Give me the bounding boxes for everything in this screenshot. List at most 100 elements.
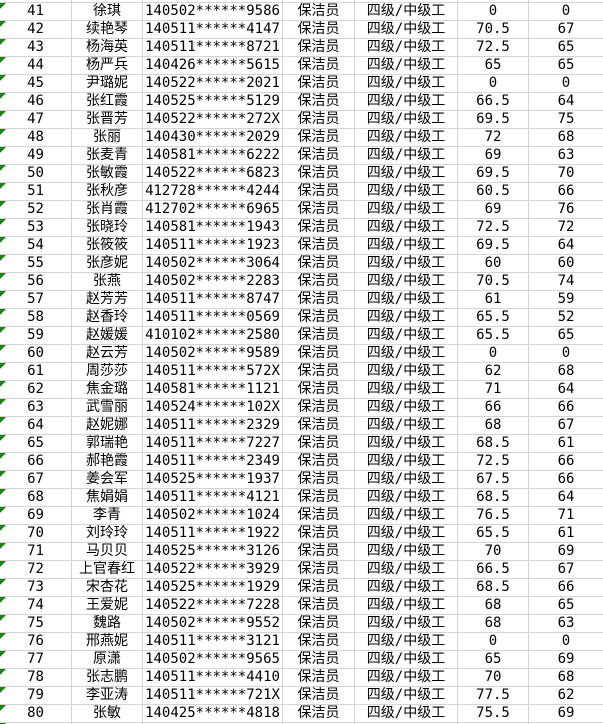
id-cell[interactable]: 412728******4244 [143,183,283,201]
score1-cell[interactable]: 70.5 [458,21,529,39]
job-cell[interactable]: 保洁员 [283,75,355,93]
seq-cell[interactable]: 68 [0,489,72,507]
seq-cell[interactable]: 54 [0,237,72,255]
seq-cell[interactable]: 51 [0,183,72,201]
job-cell[interactable]: 保洁员 [283,111,355,129]
score2-cell[interactable]: 74 [529,273,603,291]
name-cell[interactable]: 尹璐妮 [72,75,143,93]
score1-cell[interactable]: 0 [458,345,529,363]
score2-cell[interactable]: 63 [529,147,603,165]
id-cell[interactable]: 140426******5615 [143,57,283,75]
level-cell[interactable]: 四级/中级工 [355,705,458,723]
name-cell[interactable]: 张燕 [72,273,143,291]
seq-cell[interactable]: 53 [0,219,72,237]
score1-cell[interactable]: 65.5 [458,309,529,327]
id-cell[interactable]: 140425******4818 [143,705,283,723]
level-cell[interactable]: 四级/中级工 [355,291,458,309]
id-cell[interactable]: 140511******7227 [143,435,283,453]
job-cell[interactable]: 保洁员 [283,579,355,597]
name-cell[interactable]: 张丽 [72,129,143,147]
job-cell[interactable]: 保洁员 [283,93,355,111]
score2-cell[interactable]: 66 [529,399,603,417]
seq-cell[interactable]: 70 [0,525,72,543]
job-cell[interactable]: 保洁员 [283,507,355,525]
score2-cell[interactable]: 67 [529,561,603,579]
seq-cell[interactable]: 42 [0,21,72,39]
name-cell[interactable]: 刘玲玲 [72,525,143,543]
job-cell[interactable]: 保洁员 [283,561,355,579]
score2-cell[interactable]: 64 [529,93,603,111]
seq-cell[interactable]: 43 [0,39,72,57]
level-cell[interactable]: 四级/中级工 [355,561,458,579]
level-cell[interactable]: 四级/中级工 [355,615,458,633]
level-cell[interactable]: 四级/中级工 [355,453,458,471]
score1-cell[interactable]: 76.5 [458,507,529,525]
seq-cell[interactable]: 67 [0,471,72,489]
id-cell[interactable]: 140525******1929 [143,579,283,597]
job-cell[interactable]: 保洁员 [283,651,355,669]
name-cell[interactable]: 张秋彦 [72,183,143,201]
name-cell[interactable]: 魏路 [72,615,143,633]
score2-cell[interactable]: 67 [529,21,603,39]
job-cell[interactable]: 保洁员 [283,543,355,561]
name-cell[interactable]: 张筱筱 [72,237,143,255]
seq-cell[interactable]: 49 [0,147,72,165]
score1-cell[interactable] [458,0,529,3]
id-cell[interactable]: 140502******9589 [143,345,283,363]
score2-cell[interactable] [529,0,603,3]
seq-cell[interactable]: 73 [0,579,72,597]
score1-cell[interactable]: 62 [458,363,529,381]
id-cell[interactable]: 140511******2349 [143,453,283,471]
name-cell[interactable]: 王爱妮 [72,597,143,615]
seq-cell[interactable]: 75 [0,615,72,633]
score1-cell[interactable]: 69.5 [458,165,529,183]
seq-cell[interactable]: 61 [0,363,72,381]
level-cell[interactable]: 四级/中级工 [355,201,458,219]
score2-cell[interactable]: 64 [529,237,603,255]
score1-cell[interactable]: 66 [458,399,529,417]
job-cell[interactable]: 保洁员 [283,273,355,291]
name-cell[interactable]: 宋杏花 [72,579,143,597]
level-cell[interactable]: 四级/中级工 [355,399,458,417]
score1-cell[interactable]: 60 [458,255,529,273]
score1-cell[interactable]: 68.5 [458,435,529,453]
job-cell[interactable]: 保洁员 [283,363,355,381]
seq-cell[interactable]: 72 [0,561,72,579]
score2-cell[interactable]: 65 [529,327,603,345]
score1-cell[interactable]: 68.5 [458,579,529,597]
score1-cell[interactable]: 77.5 [458,687,529,705]
score1-cell[interactable]: 66.5 [458,93,529,111]
name-cell[interactable]: 李亚涛 [72,687,143,705]
level-cell[interactable]: 四级/中级工 [355,75,458,93]
score1-cell[interactable]: 69 [458,201,529,219]
score1-cell[interactable]: 69.5 [458,237,529,255]
job-cell[interactable]: 保洁员 [283,687,355,705]
score2-cell[interactable]: 68 [529,669,603,687]
score2-cell[interactable]: 75 [529,111,603,129]
seq-cell[interactable]: 79 [0,687,72,705]
name-cell[interactable]: 张红霞 [72,93,143,111]
score1-cell[interactable]: 65.5 [458,525,529,543]
score1-cell[interactable]: 70 [458,543,529,561]
name-cell[interactable]: 张志鹏 [72,669,143,687]
seq-cell[interactable]: 58 [0,309,72,327]
level-cell[interactable]: 四级/中级工 [355,345,458,363]
job-cell[interactable]: 保洁员 [283,453,355,471]
level-cell[interactable]: 四级/中级工 [355,327,458,345]
id-cell[interactable]: 140522******2021 [143,75,283,93]
id-cell[interactable]: 140511******1922 [143,525,283,543]
level-cell[interactable]: 四级/中级工 [355,219,458,237]
id-cell[interactable]: 140511******4147 [143,21,283,39]
name-cell[interactable]: 郭瑞艳 [72,435,143,453]
name-cell[interactable]: 焦金璐 [72,381,143,399]
level-cell[interactable]: 四级/中级工 [355,147,458,165]
id-cell[interactable]: 140511******4121 [143,489,283,507]
level-cell[interactable]: 四级/中级工 [355,435,458,453]
name-cell[interactable]: 杨严兵 [72,57,143,75]
score1-cell[interactable]: 65 [458,651,529,669]
score1-cell[interactable]: 67.5 [458,471,529,489]
job-cell[interactable]: 保洁员 [283,597,355,615]
level-cell[interactable]: 四级/中级工 [355,129,458,147]
score1-cell[interactable]: 69.5 [458,111,529,129]
seq-cell[interactable]: 55 [0,255,72,273]
